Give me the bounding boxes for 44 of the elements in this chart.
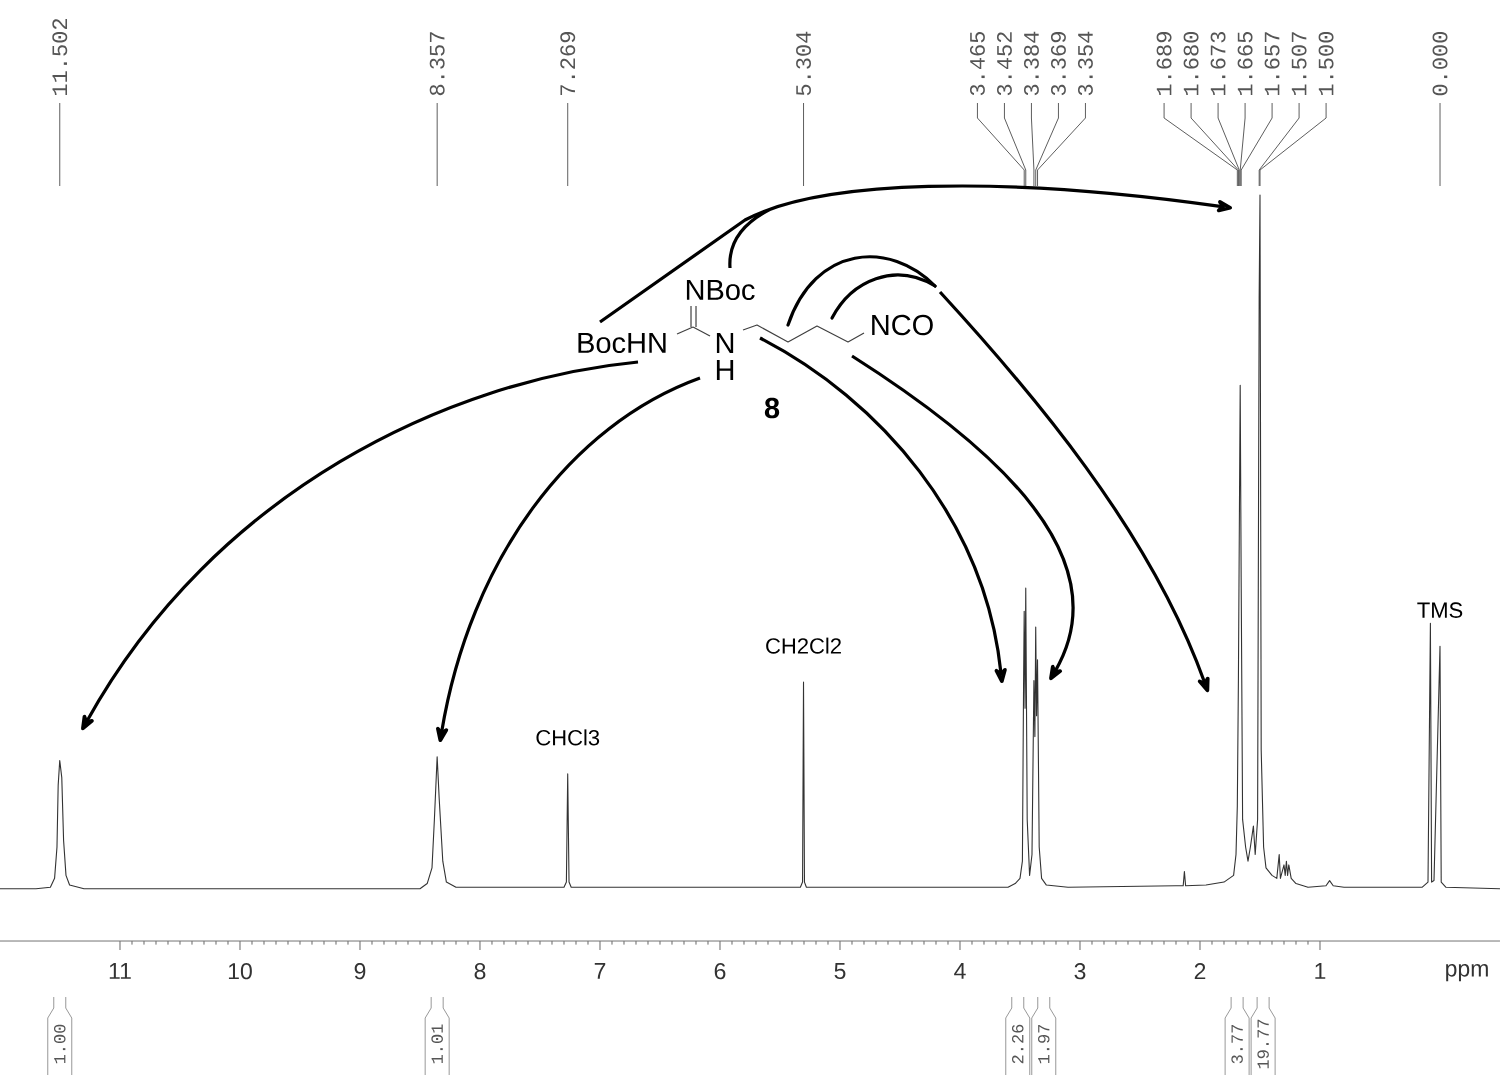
annotation: N — [716, 333, 734, 353]
annotation: 1.689 — [1156, 32, 1172, 96]
annotation: 1.507 — [1291, 32, 1307, 96]
annotation: 3.354 — [1077, 31, 1093, 96]
annotation: H — [716, 360, 734, 380]
annotation: 3.369 — [1050, 32, 1066, 96]
x-tick-label: 9 — [354, 963, 366, 980]
annotation: 0.000 — [1432, 31, 1448, 96]
text: 1.00 — [53, 1024, 66, 1064]
annotation: 3.384 — [1023, 31, 1039, 96]
annotation: 1.673 — [1210, 31, 1226, 96]
x-tick-label: 10 — [228, 963, 252, 980]
text: 1.01 — [431, 1024, 443, 1064]
x-tick-label: 1 — [1315, 963, 1326, 979]
annotation: TMS — [1417, 602, 1463, 618]
annotation: 8 — [764, 397, 780, 419]
annotation: 1.665 — [1237, 31, 1253, 96]
x-tick-label: 4 — [954, 963, 966, 979]
x-tick-label: 3 — [1074, 963, 1086, 980]
x-tick-label: 11 — [109, 963, 131, 979]
annotation: 8.357 — [429, 32, 445, 96]
annotation: 7.269 — [560, 32, 576, 95]
text: 2.26 — [1011, 1024, 1024, 1064]
annotation: 1.500 — [1318, 31, 1334, 96]
annotation: CHCl3 — [536, 729, 600, 746]
annotation: CH2Cl2 — [766, 637, 841, 654]
text: 3.77 — [1231, 1024, 1243, 1064]
x-tick-label: 6 — [714, 963, 726, 980]
annotation: 3.465 — [969, 31, 985, 96]
text: 1.97 — [1037, 1024, 1050, 1064]
annotation: 3.452 — [996, 32, 1012, 96]
x-tick-label: 5 — [834, 963, 846, 980]
annotation: BocHN — [578, 332, 666, 354]
x-tick-label: 2 — [1194, 963, 1206, 980]
annotation: 1.680 — [1183, 31, 1199, 96]
annotation: 11.502 — [52, 18, 68, 96]
annotation: NBoc — [686, 279, 755, 301]
annotation: NCO — [872, 314, 933, 336]
x-tick-label: 7 — [594, 963, 606, 979]
annotation: 1.657 — [1264, 32, 1280, 96]
text: 19.77 — [1257, 1019, 1269, 1069]
x-axis-title: ppm — [1446, 964, 1488, 982]
x-tick-label: 8 — [474, 963, 486, 980]
annotation: 5.304 — [796, 31, 811, 96]
